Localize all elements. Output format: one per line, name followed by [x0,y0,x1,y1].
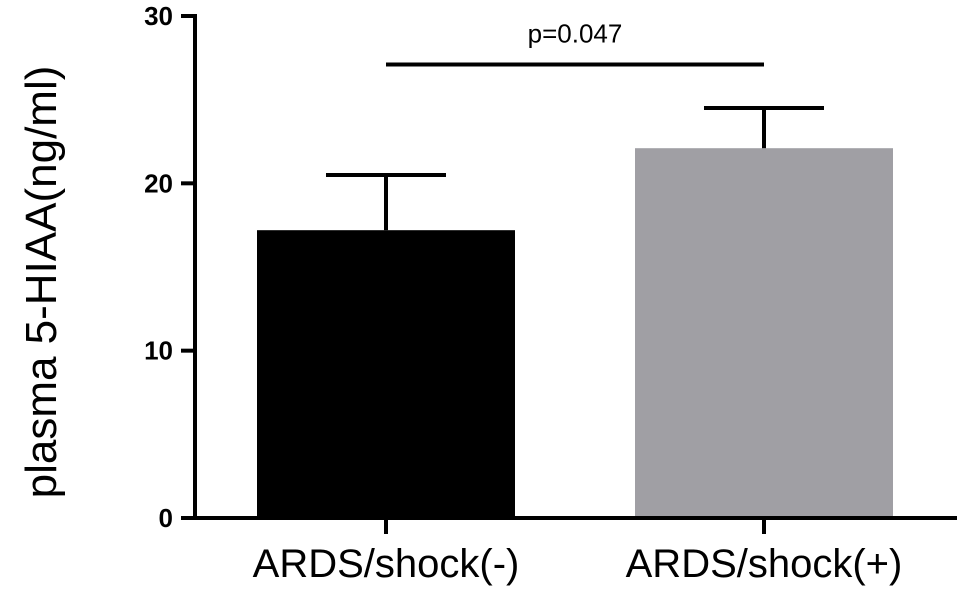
x-category-label: ARDS/shock(+) [626,542,903,586]
y-tick-label: 20 [144,168,173,198]
x-category-label: ARDS/shock(-) [253,542,520,586]
y-axis-title: plasma 5-HIAA(ng/ml) [17,66,66,499]
x-axis-category-labels: ARDS/shock(-) ARDS/shock(+) [253,542,903,586]
y-tick-label: 10 [144,336,173,366]
error-bars [326,106,824,231]
bar [635,148,893,518]
bar [257,230,515,519]
y-tick-label: 30 [144,1,173,31]
p-value-label: p=0.047 [528,19,623,49]
y-axis-ticks: 0 10 20 30 [144,1,195,533]
x-axis-ticks [384,518,766,534]
y-tick-label: 0 [159,503,173,533]
bars [257,148,893,519]
